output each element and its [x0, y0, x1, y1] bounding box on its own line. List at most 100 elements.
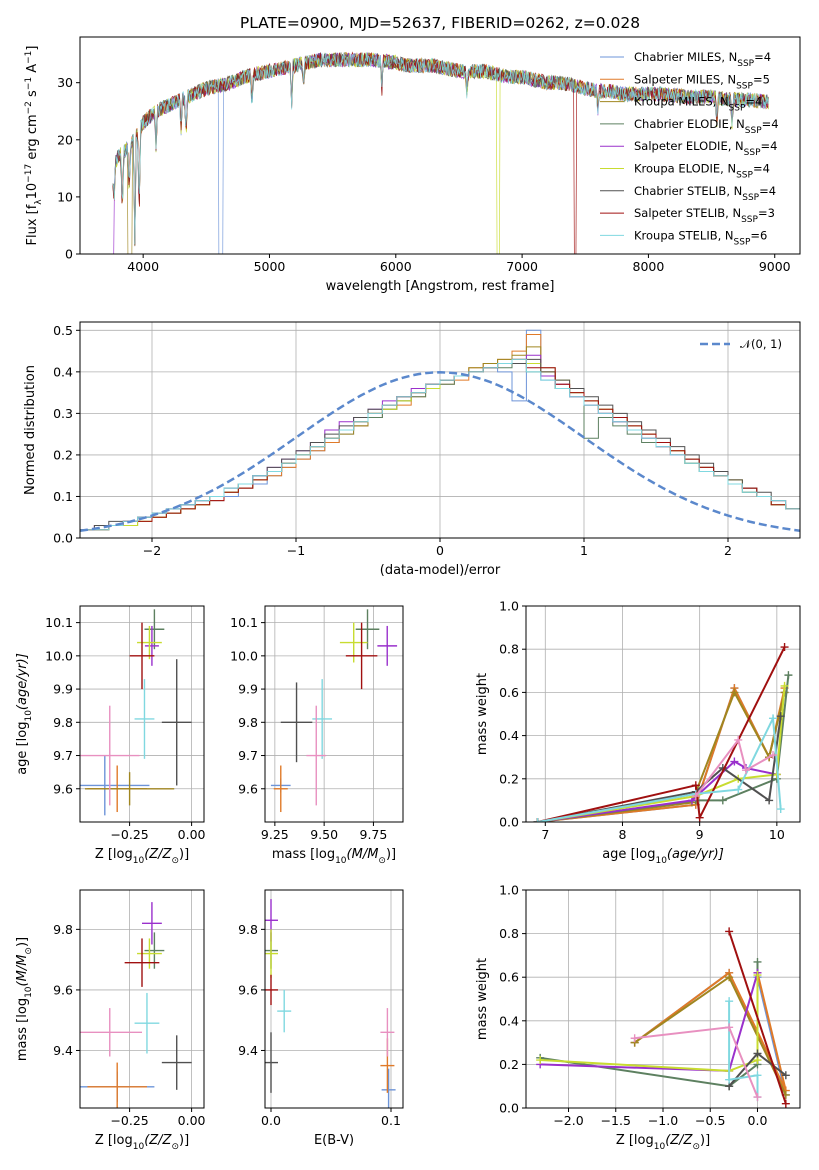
weight-point	[753, 957, 762, 966]
plot-area-age_vs_Z	[80, 606, 204, 822]
x-tick-label: 2	[724, 543, 732, 558]
normal-curve	[80, 371, 800, 532]
legend-entry: Kroupa STELIB, NSSP=6	[634, 228, 767, 247]
histogram-series	[80, 358, 800, 538]
x-axis-label: E(B-V)	[314, 1133, 354, 1148]
y-tick-label: 9.7	[238, 748, 258, 763]
x-tick-label: 4000	[127, 259, 159, 274]
x-tick-label: 8000	[633, 259, 665, 274]
x-axis-label: Z [log10(Z/Z⊙)]	[95, 1133, 189, 1152]
weight-point	[753, 1049, 762, 1058]
x-tick-label: −1.5	[601, 1113, 631, 1128]
weight-series-line	[728, 1001, 759, 1098]
y-tick-label: 0.2	[499, 1057, 519, 1072]
panel-residuals: −2 −1 0 1 2 0.0 0.1 0.2 0.3 0.4 0.5 (data-model)/er…	[23, 321, 801, 578]
panel-age_vs_mass: 9.25 9.50 9.75 9.6 9.7 9.8 9.9 10.0 10.1 mass [lo…	[230, 605, 404, 866]
weight-series-line	[537, 685, 786, 822]
legend-entry: 𝒩(0, 1)	[740, 337, 782, 351]
y-tick-label: 9.9	[238, 682, 258, 697]
panel-spectrum: 4000 5000 6000 7000 8000 9000 0 10 20 30 wavelengt…	[24, 36, 801, 294]
x-tick-label: −0.25	[110, 1113, 148, 1128]
y-tick-label: 10	[57, 189, 73, 204]
x-tick-label: 7	[541, 827, 549, 842]
legend-entry: Salpeter ELODIE, NSSP=4	[634, 139, 777, 158]
y-tick-label: 1.0	[499, 599, 519, 614]
weight-point	[781, 1071, 790, 1080]
weight-point	[753, 1071, 762, 1080]
y-tick-label: 0.6	[499, 685, 519, 700]
y-tick-label: 0.0	[499, 815, 519, 830]
y-tick-label: 0.3	[53, 406, 73, 421]
histogram-series	[80, 358, 800, 538]
axes-frame	[525, 605, 801, 823]
y-tick-label: 9.7	[53, 748, 73, 763]
weight-series-line	[537, 646, 786, 822]
y-tick-label: 10.0	[230, 648, 258, 663]
x-tick-label: 0	[436, 543, 444, 558]
weight-point	[776, 805, 785, 814]
legend-entry: Chabrier ELODIE, NSSP=4	[634, 117, 779, 136]
figure-title: PLATE=0900, MJD=52637, FIBERID=0262, z=0…	[240, 14, 640, 32]
axes-frame	[525, 889, 801, 1109]
x-tick-label: 10	[769, 827, 785, 842]
y-tick-label: 9.8	[53, 715, 73, 730]
weight-point	[741, 766, 750, 775]
weight-point	[765, 796, 774, 805]
x-axis-label: age [log10(age/yr)]	[602, 847, 724, 866]
x-axis-label: (data-model)/error	[380, 563, 501, 578]
weight-point	[753, 971, 762, 980]
y-axis-label: Flux [fλ10−17 erg cm−2 s−1 A−1]	[24, 46, 44, 246]
panel-age_vs_Z: −0.25 0.00 9.6 9.7 9.8 9.9 10.0 10.1 Z [log10(Z/…	[15, 605, 206, 866]
x-tick-label: 5000	[254, 259, 286, 274]
y-tick-label: 9.4	[238, 1043, 258, 1058]
plot-area-spectrum	[112, 51, 769, 254]
weight-point	[718, 796, 727, 805]
x-tick-label: 0.0	[261, 1113, 281, 1128]
weight-point	[730, 757, 739, 766]
weight-point	[784, 671, 793, 680]
axes-frame	[79, 889, 205, 1109]
y-tick-label: 9.9	[53, 682, 73, 697]
weight-point	[630, 1034, 639, 1043]
x-tick-label: 9.50	[310, 827, 338, 842]
x-tick-label: 8	[619, 827, 627, 842]
x-tick-label: −0.25	[110, 827, 148, 842]
weight-point	[776, 712, 785, 721]
y-tick-label: 9.6	[53, 982, 73, 997]
legend-entry: Kroupa ELODIE, NSSP=4	[634, 162, 770, 181]
plot-area-weight_vs_age	[526, 606, 800, 822]
y-tick-label: 9.6	[53, 781, 73, 796]
y-tick-label: 0.4	[53, 364, 73, 379]
histogram-series	[80, 358, 800, 538]
y-tick-label: 30	[57, 75, 73, 90]
x-tick-label: 9	[696, 827, 704, 842]
panel-weight_vs_Z: −2.0 −1.5 −1.0 −0.5 0.0 0.0 0.2 0.4 0.6 0.8 1.0 Z […	[475, 883, 801, 1152]
y-tick-label: 0	[65, 247, 73, 262]
y-axis-label: mass weight	[475, 673, 490, 755]
plot-area-weight_vs_Z	[526, 890, 800, 1108]
weight-point	[734, 785, 743, 794]
weight-point	[734, 735, 743, 744]
x-axis-label: Z [log10(Z/Z⊙)]	[616, 1133, 710, 1152]
x-tick-label: 9.75	[360, 827, 388, 842]
weight-series-line	[728, 931, 787, 1104]
weight-point	[725, 927, 734, 936]
panel-mass_vs_Z: −0.25 0.00 9.4 9.6 9.8 Z [log10(Z/Z⊙)] mass [l…	[15, 889, 206, 1152]
histogram-series	[80, 363, 800, 538]
y-tick-label: 0.0	[499, 1101, 519, 1116]
weight-point	[691, 792, 700, 801]
weight-point	[725, 1023, 734, 1032]
x-tick-label: 6000	[380, 259, 412, 274]
weight-point	[536, 1056, 545, 1065]
y-tick-label: 10.0	[45, 648, 73, 663]
weight-point	[768, 751, 777, 760]
plot-area-age_vs_mass	[265, 606, 403, 822]
x-axis-label: wavelength [Angstrom, rest frame]	[326, 279, 555, 294]
axes-frame	[79, 36, 801, 255]
y-tick-label: 9.8	[53, 922, 73, 937]
legend-entry: Chabrier MILES, NSSP=4	[634, 50, 771, 69]
weight-point	[780, 643, 789, 652]
y-tick-label: 9.8	[238, 922, 258, 937]
weight-point	[725, 1075, 734, 1084]
